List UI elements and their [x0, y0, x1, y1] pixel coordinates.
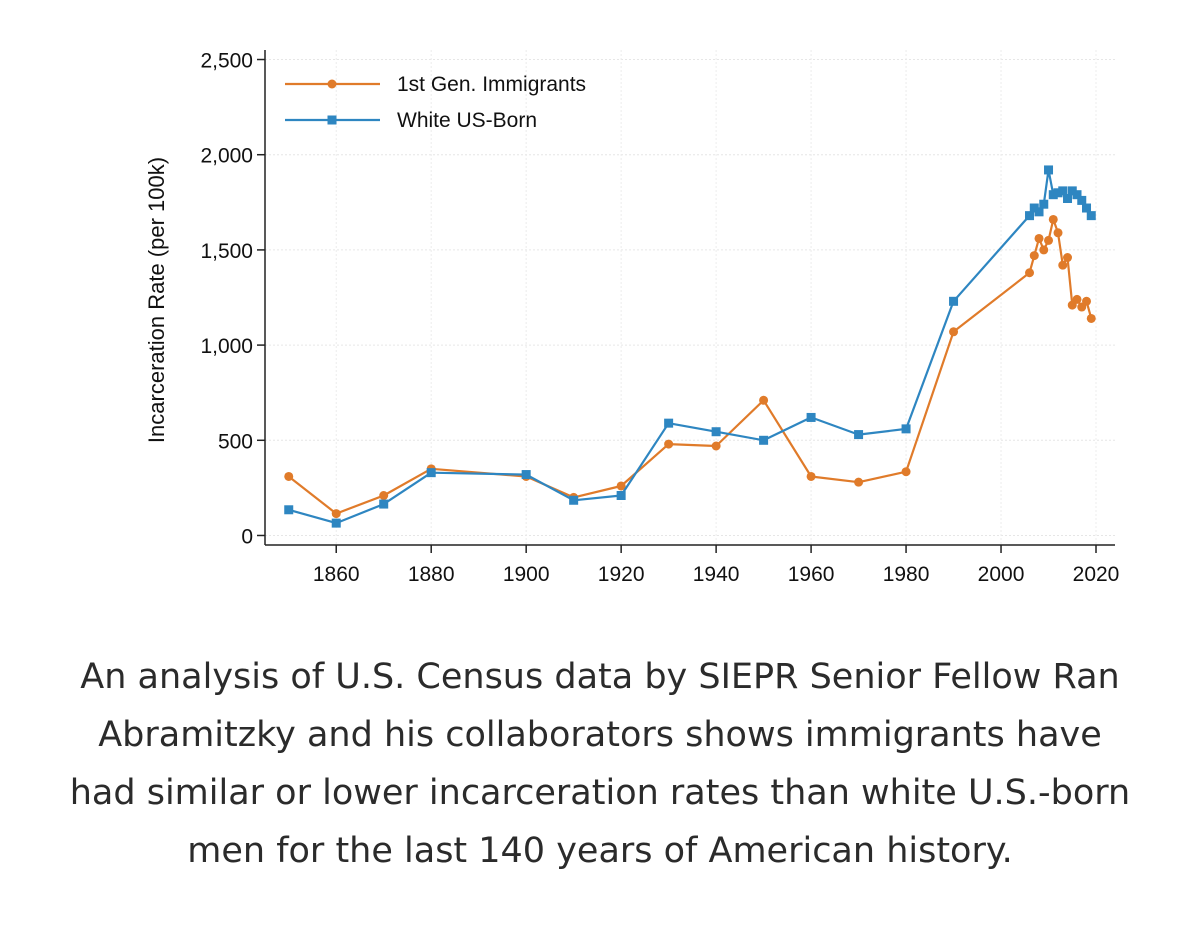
- series-1: [284, 165, 1096, 528]
- data-point: [379, 499, 389, 509]
- data-point: [569, 495, 579, 505]
- legend-label: White US-Born: [397, 109, 537, 132]
- data-point: [426, 468, 436, 478]
- data-point: [1086, 211, 1096, 221]
- legend-marker: [327, 115, 337, 125]
- chart-canvas: 0 500 1,000 1,500 2,000 2,500 1860 1880 1900 1920…: [144, 50, 1119, 586]
- data-point: [1044, 165, 1054, 175]
- data-point: [1082, 296, 1092, 306]
- data-point: [664, 439, 674, 449]
- y-tick-label: 2,500: [200, 50, 253, 73]
- x-tick-label: 1940: [693, 563, 740, 586]
- data-point: [949, 327, 959, 337]
- data-point: [901, 467, 911, 477]
- data-point: [521, 470, 531, 480]
- data-point: [379, 491, 389, 500]
- series-line: [288, 168, 1093, 525]
- data-point: [806, 471, 816, 481]
- data-point: [1044, 235, 1054, 245]
- x-tick-label: 1960: [788, 563, 835, 586]
- data-point: [1029, 251, 1039, 261]
- data-point: [331, 518, 341, 528]
- data-point: [284, 505, 294, 515]
- x-tick-label: 1980: [883, 563, 930, 586]
- data-point: [806, 412, 816, 422]
- data-point: [1063, 253, 1073, 263]
- data-point: [1058, 186, 1068, 196]
- x-tick-label: 1860: [313, 563, 360, 586]
- data-point: [1025, 268, 1035, 278]
- data-point: [711, 441, 721, 451]
- data-point: [1048, 214, 1058, 224]
- data-point: [1034, 207, 1044, 217]
- data-point: [949, 296, 959, 306]
- data-point: [759, 395, 769, 405]
- series-0: [284, 214, 1096, 519]
- data-point: [1072, 294, 1082, 304]
- y-tick-label: 500: [218, 430, 253, 453]
- y-tick-label: 1,500: [200, 240, 253, 263]
- gridlines: [265, 50, 1115, 545]
- x-tick-label: 2000: [978, 563, 1025, 586]
- axes: 0 500 1,000 1,500 2,000 2,500 1860 1880 1900 1920…: [200, 50, 1119, 586]
- data-point: [1039, 245, 1049, 255]
- x-tick-label: 2020: [1073, 563, 1120, 586]
- data-point: [854, 430, 864, 440]
- data-point: [331, 509, 341, 519]
- y-axis-label: Incarceration Rate (per 100k): [144, 157, 169, 443]
- x-tick-label: 1920: [598, 563, 645, 586]
- data-point: [1072, 190, 1082, 200]
- data-point: [664, 418, 674, 428]
- data-point: [1039, 199, 1049, 209]
- data-point: [1053, 188, 1063, 198]
- y-tick-label: 0: [241, 525, 253, 548]
- data-point: [1025, 211, 1035, 221]
- data-point: [1058, 260, 1068, 270]
- data-point: [284, 471, 294, 481]
- series-line: [288, 218, 1093, 515]
- data-point: [1086, 313, 1096, 323]
- data-point: [1082, 203, 1092, 213]
- incarceration-chart: 0 500 1,000 1,500 2,000 2,500 1860 1880 1900 1920…: [144, 50, 1119, 586]
- data-point: [1077, 195, 1087, 205]
- data-point: [901, 424, 911, 434]
- data-point: [1063, 194, 1073, 203]
- data-point: [711, 427, 721, 437]
- legend-marker: [327, 79, 337, 89]
- series-lines: [284, 165, 1096, 528]
- figure-caption: An analysis of U.S. Census data by SIEPR…: [69, 657, 1131, 871]
- x-tick-label: 1900: [503, 563, 550, 586]
- data-point: [616, 481, 626, 491]
- y-tick-label: 1,000: [200, 335, 253, 358]
- x-tick-label: 1880: [408, 563, 455, 586]
- data-point: [616, 491, 626, 500]
- y-tick-label: 2,000: [200, 145, 253, 168]
- data-point: [1048, 190, 1058, 200]
- data-point: [854, 477, 864, 487]
- legend-label: 1st Gen. Immigrants: [397, 73, 586, 96]
- legend: 1st Gen. Immigrants White US-Born: [285, 73, 586, 132]
- data-point: [1067, 186, 1077, 196]
- data-point: [1053, 228, 1063, 238]
- data-point: [1034, 233, 1044, 243]
- data-point: [1029, 203, 1039, 213]
- data-point: [759, 435, 769, 445]
